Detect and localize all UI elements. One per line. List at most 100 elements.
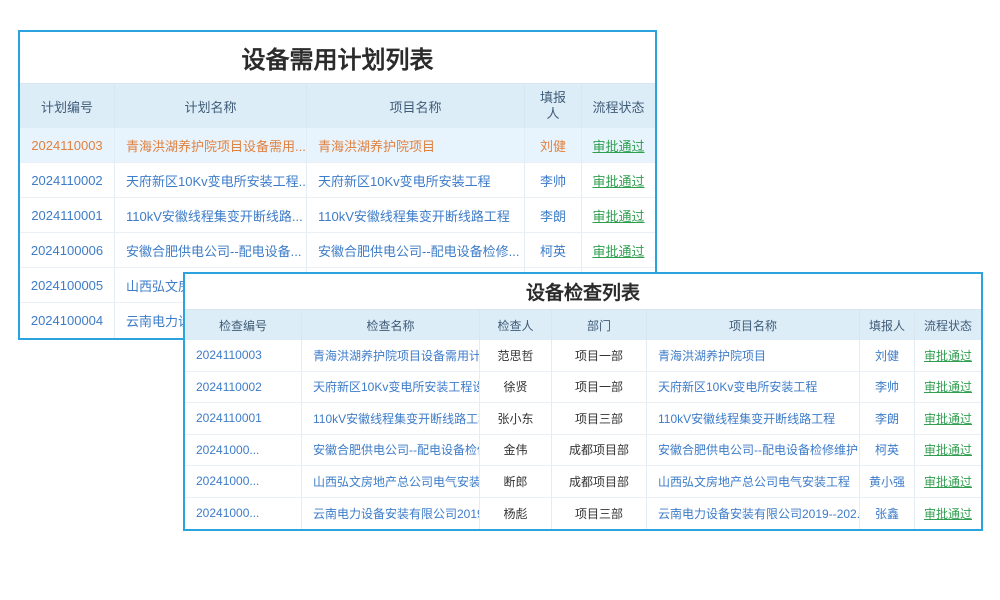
inspect-table-row[interactable]: 2024110001 110kV安徽线程集变开断线路工程设备需... 张小东 项… <box>185 403 981 435</box>
inspect-table-row[interactable]: 20241000... 山西弘文房地产总公司电气安装工程设备... 断郎 成都项… <box>185 466 981 498</box>
cell-reporter: 张鑫 <box>860 497 915 529</box>
cell-department: 项目一部 <box>552 371 647 402</box>
column-header-project: 项目名称 <box>307 84 525 128</box>
cell-reporter: 刘健 <box>525 128 582 162</box>
status-link[interactable]: 审批通过 <box>592 173 645 189</box>
cell-plan-no: 2024110003 <box>20 128 115 162</box>
cell-project: 山西弘文房地产总公司电气安装工程 <box>647 466 860 497</box>
cell-plan-no: 2024100005 <box>20 268 115 302</box>
column-header-plan-no: 计划编号 <box>20 84 115 128</box>
cell-inspect-no: 20241000... <box>185 466 302 497</box>
inspect-table-row[interactable]: 2024110002 天府新区10Kv变电所安装工程设备需用计划 徐贤 项目一部… <box>185 371 981 403</box>
cell-inspect-name: 山西弘文房地产总公司电气安装工程设备... <box>302 466 480 497</box>
cell-project: 110kV安徽线程集变开断线路工程 <box>647 403 860 434</box>
column-header-status: 流程状态 <box>923 318 972 333</box>
cell-reporter: 李朗 <box>525 198 582 232</box>
cell-department: 项目一部 <box>552 340 647 371</box>
status-link[interactable]: 审批通过 <box>592 243 645 259</box>
cell-project: 安徽合肥供电公司--配电设备检修维护... <box>647 434 860 465</box>
cell-department: 项目三部 <box>552 497 647 529</box>
plan-table-row[interactable]: 2024110003 青海洪湖养护院项目设备需用... 青海洪湖养护院项目 刘健… <box>20 128 655 163</box>
cell-reporter: 李帅 <box>860 371 915 402</box>
column-header-inspector: 检查人 <box>480 310 552 340</box>
column-header-reporter: 填报人 <box>525 84 582 128</box>
cell-inspector: 杨彪 <box>480 497 552 529</box>
cell-inspector: 徐贤 <box>480 371 552 402</box>
plan-table-row[interactable]: 2024110001 110kV安徽线程集变开断线路... 110kV安徽线程集… <box>20 198 655 233</box>
cell-inspect-name: 云南电力设备安装有限公司2019--2020年... <box>302 497 480 529</box>
cell-reporter: 李朗 <box>860 403 915 434</box>
inspect-list-panel: 设备检查列表 检查编号 检查名称 检查人 部门 项目名称 填报人 流程状态 20… <box>183 272 983 531</box>
cell-project: 天府新区10Kv变电所安装工程 <box>307 163 525 197</box>
plan-table-header: 计划编号 计划名称 项目名称 填报人 流程状态 <box>20 84 655 128</box>
inspect-table-row[interactable]: 20241000... 云南电力设备安装有限公司2019--2020年... 杨… <box>185 497 981 530</box>
cell-plan-no: 2024110001 <box>20 198 115 232</box>
column-header-reporter: 填报人 <box>860 310 915 340</box>
cell-project: 天府新区10Kv变电所安装工程 <box>647 371 860 402</box>
cell-inspect-name: 天府新区10Kv变电所安装工程设备需用计划 <box>302 371 480 402</box>
cell-project: 青海洪湖养护院项目 <box>647 340 860 371</box>
column-header-inspect-name: 检查名称 <box>302 310 480 340</box>
cell-inspector: 金伟 <box>480 434 552 465</box>
cell-status: 审批通过 <box>582 163 655 197</box>
cell-plan-name: 青海洪湖养护院项目设备需用... <box>115 128 307 162</box>
cell-status: 审批通过 <box>582 233 655 267</box>
inspect-table-header: 检查编号 检查名称 检查人 部门 项目名称 填报人 流程状态 <box>185 310 981 340</box>
cell-department: 项目三部 <box>552 403 647 434</box>
cell-inspect-no: 2024110002 <box>185 371 302 402</box>
cell-inspector: 张小东 <box>480 403 552 434</box>
cell-inspect-no: 2024110003 <box>185 340 302 371</box>
cell-status: 审批通过 <box>915 372 981 403</box>
inspect-table-row[interactable]: 20241000... 安徽合肥供电公司--配电设备检修维护和... 金伟 成都… <box>185 434 981 466</box>
cell-reporter: 柯英 <box>525 233 582 267</box>
cell-plan-no: 2024110002 <box>20 163 115 197</box>
cell-project: 青海洪湖养护院项目 <box>307 128 525 162</box>
status-link[interactable]: 审批通过 <box>923 506 972 521</box>
column-header-status: 流程状态 <box>592 99 645 115</box>
cell-reporter: 刘健 <box>860 340 915 371</box>
cell-plan-no: 2024100004 <box>20 303 115 338</box>
cell-project: 云南电力设备安装有限公司2019--202... <box>647 497 860 529</box>
status-link[interactable]: 审批通过 <box>923 380 972 395</box>
column-header-plan-name: 计划名称 <box>115 84 307 128</box>
cell-status: 审批通过 <box>915 466 981 497</box>
cell-inspector: 范思哲 <box>480 340 552 371</box>
cell-project: 110kV安徽线程集变开断线路工程 <box>307 198 525 232</box>
inspect-table-row[interactable]: 2024110003 青海洪湖养护院项目设备需用计划 范思哲 项目一部 青海洪湖… <box>185 340 981 372</box>
cell-plan-name: 110kV安徽线程集变开断线路... <box>115 198 307 232</box>
cell-plan-name: 天府新区10Kv变电所安装工程... <box>115 163 307 197</box>
cell-inspect-name: 安徽合肥供电公司--配电设备检修维护和... <box>302 434 480 465</box>
cell-status: 审批通过 <box>582 128 655 162</box>
cell-inspect-no: 2024110001 <box>185 403 302 434</box>
cell-status: 审批通过 <box>915 435 981 466</box>
cell-inspect-name: 青海洪湖养护院项目设备需用计划 <box>302 340 480 371</box>
cell-inspect-no: 20241000... <box>185 497 302 529</box>
inspect-list-title: 设备检查列表 <box>185 274 981 310</box>
cell-inspect-no: 20241000... <box>185 434 302 465</box>
cell-status: 审批通过 <box>915 403 981 434</box>
cell-plan-no: 2024100006 <box>20 233 115 267</box>
cell-reporter: 李帅 <box>525 163 582 197</box>
column-header-project: 项目名称 <box>647 310 860 340</box>
status-link[interactable]: 审批通过 <box>923 348 972 363</box>
status-link[interactable]: 审批通过 <box>923 411 972 426</box>
cell-reporter: 柯英 <box>860 434 915 465</box>
cell-plan-name: 安徽合肥供电公司--配电设备... <box>115 233 307 267</box>
cell-status: 审批通过 <box>582 198 655 232</box>
status-link[interactable]: 审批通过 <box>592 208 645 224</box>
cell-status: 审批通过 <box>915 340 981 371</box>
status-link[interactable]: 审批通过 <box>923 443 972 458</box>
status-link[interactable]: 审批通过 <box>923 474 972 489</box>
cell-department: 成都项目部 <box>552 434 647 465</box>
status-link[interactable]: 审批通过 <box>592 138 645 154</box>
plan-table-row[interactable]: 2024100006 安徽合肥供电公司--配电设备... 安徽合肥供电公司--配… <box>20 233 655 268</box>
cell-department: 成都项目部 <box>552 466 647 497</box>
cell-reporter: 黄小强 <box>860 466 915 497</box>
column-header-inspect-no: 检查编号 <box>185 310 302 340</box>
cell-inspect-name: 110kV安徽线程集变开断线路工程设备需... <box>302 403 480 434</box>
cell-project: 安徽合肥供电公司--配电设备检修... <box>307 233 525 267</box>
cell-status: 审批通过 <box>915 498 981 530</box>
plan-list-title: 设备需用计划列表 <box>20 32 655 84</box>
plan-table-row[interactable]: 2024110002 天府新区10Kv变电所安装工程... 天府新区10Kv变电… <box>20 163 655 198</box>
